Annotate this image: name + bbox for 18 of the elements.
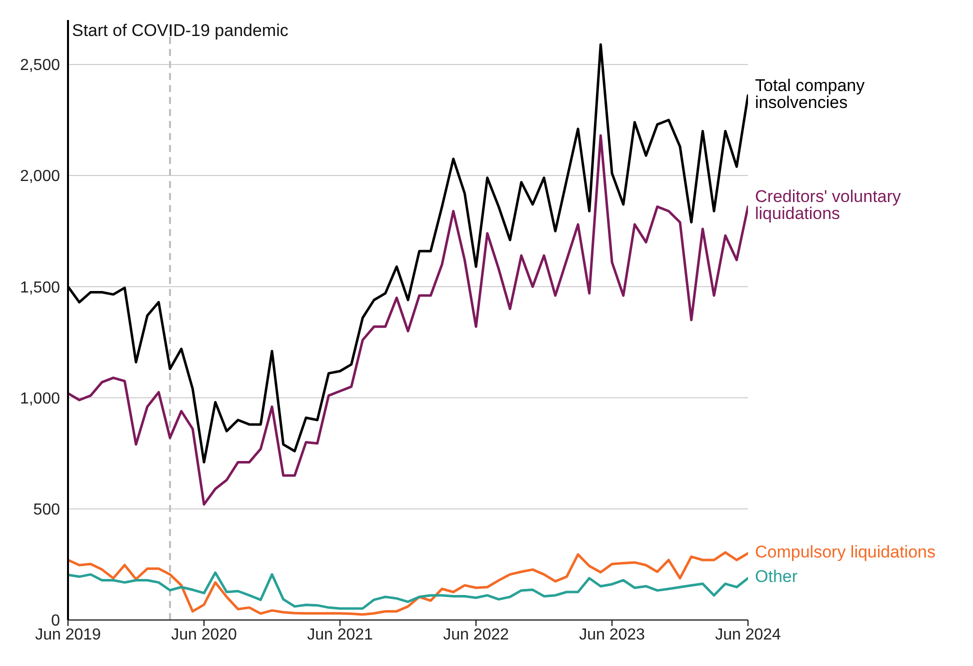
line-series: [68, 571, 748, 610]
line-series: [68, 134, 748, 506]
x-tick-label: Jun 2024: [715, 626, 782, 644]
series-label: Compulsory liquidations: [755, 542, 936, 562]
series-label: Other: [755, 568, 798, 587]
line-series: [68, 551, 748, 616]
series-label: Total company insolvencies: [755, 76, 866, 113]
ref-line-label: Start of COVID-19 pandemic: [72, 21, 289, 40]
y-tick-label: 1,000: [20, 390, 60, 408]
x-tick-label: Jun 2022: [443, 626, 510, 644]
y-tick-label: 2,000: [20, 168, 60, 186]
x-tick-label: Jun 2021: [307, 626, 374, 644]
series-label: Creditors' voluntary liquidations: [755, 188, 902, 224]
y-tick-label: 2,500: [20, 57, 60, 74]
y-tick-label: 500: [33, 502, 60, 519]
x-tick-label: Jun 2023: [579, 626, 646, 644]
x-tick-label: Jun 2020: [171, 626, 238, 644]
y-tick-label: 1,500: [20, 279, 60, 296]
